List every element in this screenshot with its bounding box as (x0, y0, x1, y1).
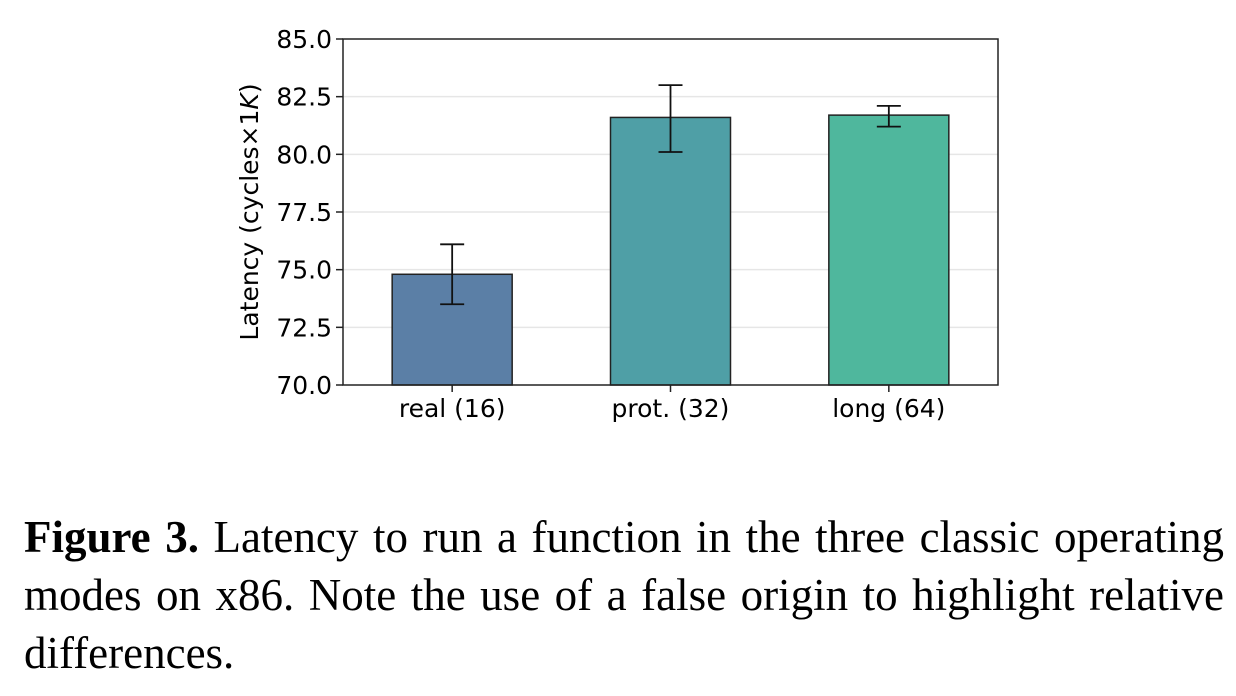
y-tick-label: 75.0 (276, 256, 332, 285)
x-axis-ticks: real (16) prot. (32) long (64) (399, 385, 945, 423)
figure-caption: Figure 3. Latency to run a function in t… (24, 508, 1224, 682)
caption-text: Latency to run a function in the three c… (24, 512, 1224, 678)
y-tick-label: 80.0 (276, 140, 332, 169)
bar (828, 114, 950, 386)
y-tick-label: 70.0 (276, 371, 332, 400)
y-tick-label: 85.0 (276, 25, 332, 54)
y-tick-label: 77.5 (276, 198, 332, 227)
y-tick-label: 72.5 (276, 313, 332, 342)
bar-chart: 70.0 72.5 75.0 77.5 80.0 82.5 85.0 real (16) pr… (235, 25, 999, 423)
caption-label: Figure 3. (24, 512, 199, 562)
y-axis-ticks: 70.0 72.5 75.0 77.5 80.0 82.5 85.0 (276, 25, 343, 400)
y-axis-label: Latency (cycles×1K) (235, 83, 264, 340)
error-bars (440, 84, 901, 306)
bars (391, 114, 950, 386)
y-tick-label: 82.5 (276, 83, 332, 112)
x-tick-label: long (64) (832, 394, 945, 423)
x-tick-label: prot. (32) (612, 394, 730, 423)
x-tick-label: real (16) (399, 394, 506, 423)
bar (609, 116, 732, 386)
